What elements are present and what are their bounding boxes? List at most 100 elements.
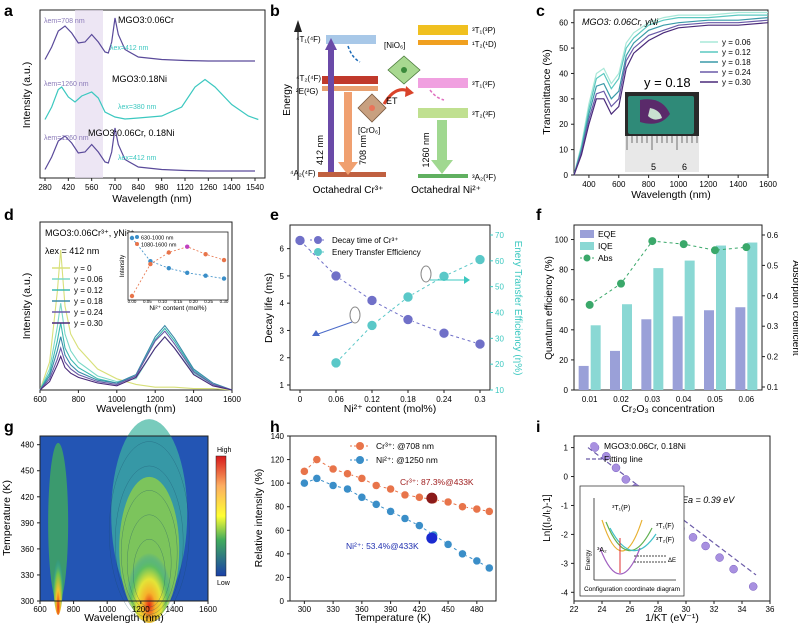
legend-ni: Ni²⁺: @1250 nm bbox=[376, 455, 438, 465]
y-tick-label: -1 bbox=[561, 501, 569, 510]
level-3t2 bbox=[418, 108, 468, 118]
data-point bbox=[458, 502, 467, 511]
data-point bbox=[715, 553, 724, 562]
excitation-arrow bbox=[325, 38, 337, 172]
data-point bbox=[402, 291, 414, 303]
x-ticks: 600 800 1000 1200 1400 1600 bbox=[33, 390, 241, 404]
inset-level-3t2f: ³T₂(F) bbox=[656, 537, 674, 544]
inset-x-tick-label: 0.15 bbox=[174, 299, 183, 304]
data-point bbox=[328, 481, 338, 490]
legend: y = 0.06y = 0.12y = 0.18y = 0.24y = 0.30 bbox=[700, 38, 751, 87]
y-tick-label: 100 bbox=[271, 479, 285, 488]
panel-label: d bbox=[4, 207, 14, 224]
x-tick-label: 1600 bbox=[199, 605, 217, 614]
level-label-4t2: ⁴T₂(⁴F) bbox=[296, 74, 321, 83]
transmittance-line bbox=[573, 19, 769, 176]
y-tick-label: 420 bbox=[21, 493, 35, 502]
bar-eqe bbox=[578, 365, 589, 390]
abs-point bbox=[679, 240, 688, 249]
x-tick-label: 34 bbox=[738, 605, 747, 614]
data-point bbox=[371, 500, 381, 509]
abs-point bbox=[742, 243, 751, 252]
y-tick-label: 3 bbox=[280, 326, 285, 335]
x-ticks: 600 800 1000 1200 1400 1600 bbox=[33, 601, 217, 614]
y2-tick-label: 0.2 bbox=[767, 353, 779, 362]
legend-label: y = 0.12 bbox=[722, 48, 751, 57]
inset-point bbox=[203, 252, 208, 257]
x-tick-label: 0.18 bbox=[400, 395, 416, 404]
x-tick-label: 300 bbox=[298, 605, 312, 614]
y-tick-label: 40 bbox=[559, 326, 568, 335]
contour-line bbox=[114, 465, 184, 619]
level-label-1t2: ¹T₂(¹D) bbox=[472, 40, 497, 49]
x-axis-label: Wavelength (nm) bbox=[96, 403, 176, 415]
y-tick-label: 0 bbox=[564, 171, 569, 180]
inset-point bbox=[203, 273, 208, 278]
y2-tick-label: 0.1 bbox=[767, 383, 779, 392]
data-point bbox=[438, 271, 450, 282]
y-tick-label: -3 bbox=[561, 559, 569, 568]
relaxation-arrow-ni bbox=[429, 89, 445, 101]
inset-point bbox=[221, 276, 227, 281]
x-ticks: 300 330 360 390 420 450 480 bbox=[298, 601, 484, 614]
x-tick-label: 800 bbox=[642, 180, 656, 189]
level-2e bbox=[322, 86, 378, 91]
panel-e: e Decay time of Cr³⁺ Enery Transfer Effi… bbox=[263, 207, 523, 415]
inset-point bbox=[129, 293, 135, 299]
arrow-label-1260: 1260 nm bbox=[421, 132, 431, 167]
x-tick-label: 1600 bbox=[223, 395, 241, 404]
legend-label: y = 0.06 bbox=[74, 275, 103, 284]
y-ticks-left: 0 20 40 60 80 100 bbox=[555, 236, 574, 395]
abs-point bbox=[711, 246, 719, 255]
legend-efficiency: Enery Transfer Efficiency bbox=[332, 248, 421, 257]
legend-label: y = 0.12 bbox=[74, 286, 103, 295]
inset-line bbox=[131, 246, 225, 297]
y2-tick-label: 50 bbox=[495, 283, 504, 292]
x-tick-label: 1000 bbox=[670, 180, 688, 189]
spectrum-line bbox=[44, 78, 259, 121]
bar-iqe bbox=[747, 242, 758, 390]
y2-tick-label: 0.5 bbox=[767, 261, 779, 270]
x-tick-label: 1200 bbox=[132, 605, 150, 614]
contour-line bbox=[108, 441, 190, 622]
heat-ni-core bbox=[127, 526, 172, 623]
data-point bbox=[485, 563, 494, 573]
data-point bbox=[400, 514, 410, 523]
panel-h: h Cr³⁺: @708 nm Ni²⁺: @1250 nm Cr³⁺: 87.… bbox=[253, 419, 497, 624]
abs-point bbox=[585, 300, 594, 309]
inset-x-label: Ni²⁺ content (mol%) bbox=[149, 305, 206, 312]
panel-label: f bbox=[536, 207, 542, 224]
nio6-octahedron bbox=[387, 55, 421, 85]
cro6-label: [CrO₆] bbox=[358, 126, 380, 135]
x-tick-label: 0.03 bbox=[645, 395, 661, 404]
y-tick-label: 390 bbox=[21, 519, 35, 528]
y-tick-label: -4 bbox=[561, 588, 569, 597]
contour-line bbox=[120, 490, 178, 615]
x-tick-label: 420 bbox=[62, 183, 76, 192]
inset-level-3t1f: ³T₁(F) bbox=[656, 523, 674, 530]
x-tick-label: 0.02 bbox=[613, 395, 629, 404]
x-tick-label: 30 bbox=[682, 605, 691, 614]
ruler-label-6: 6 bbox=[682, 162, 687, 172]
y-tick-label: 80 bbox=[559, 266, 568, 275]
y-ticks: -4 -3 -2 -1 0 1 bbox=[561, 444, 574, 597]
x-axis-label: Cr₂O₃ concentration bbox=[621, 403, 715, 415]
emission-arrow-ni bbox=[431, 120, 453, 174]
x-tick-label: 1400 bbox=[185, 395, 203, 404]
x-tick-label: 600 bbox=[612, 180, 626, 189]
inset-x-tick-label: 0.10 bbox=[158, 299, 167, 304]
arrow-label-708: 708 nm bbox=[358, 135, 368, 165]
nio6-label: [NiO₆] bbox=[384, 41, 405, 50]
y-tick-label: 40 bbox=[275, 550, 284, 559]
inset-point bbox=[185, 270, 190, 275]
y-tick-label: 10 bbox=[559, 146, 568, 155]
inset-point bbox=[166, 250, 171, 255]
inset-caption: Configuration coordinate diagram bbox=[584, 586, 680, 593]
plot-frame bbox=[573, 224, 763, 391]
emission-curves bbox=[39, 249, 233, 391]
legend-label: y = 0.06 bbox=[722, 38, 751, 47]
level-4t1 bbox=[326, 35, 376, 44]
x-tick-label: 390 bbox=[384, 605, 398, 614]
plot-frame bbox=[289, 224, 491, 391]
